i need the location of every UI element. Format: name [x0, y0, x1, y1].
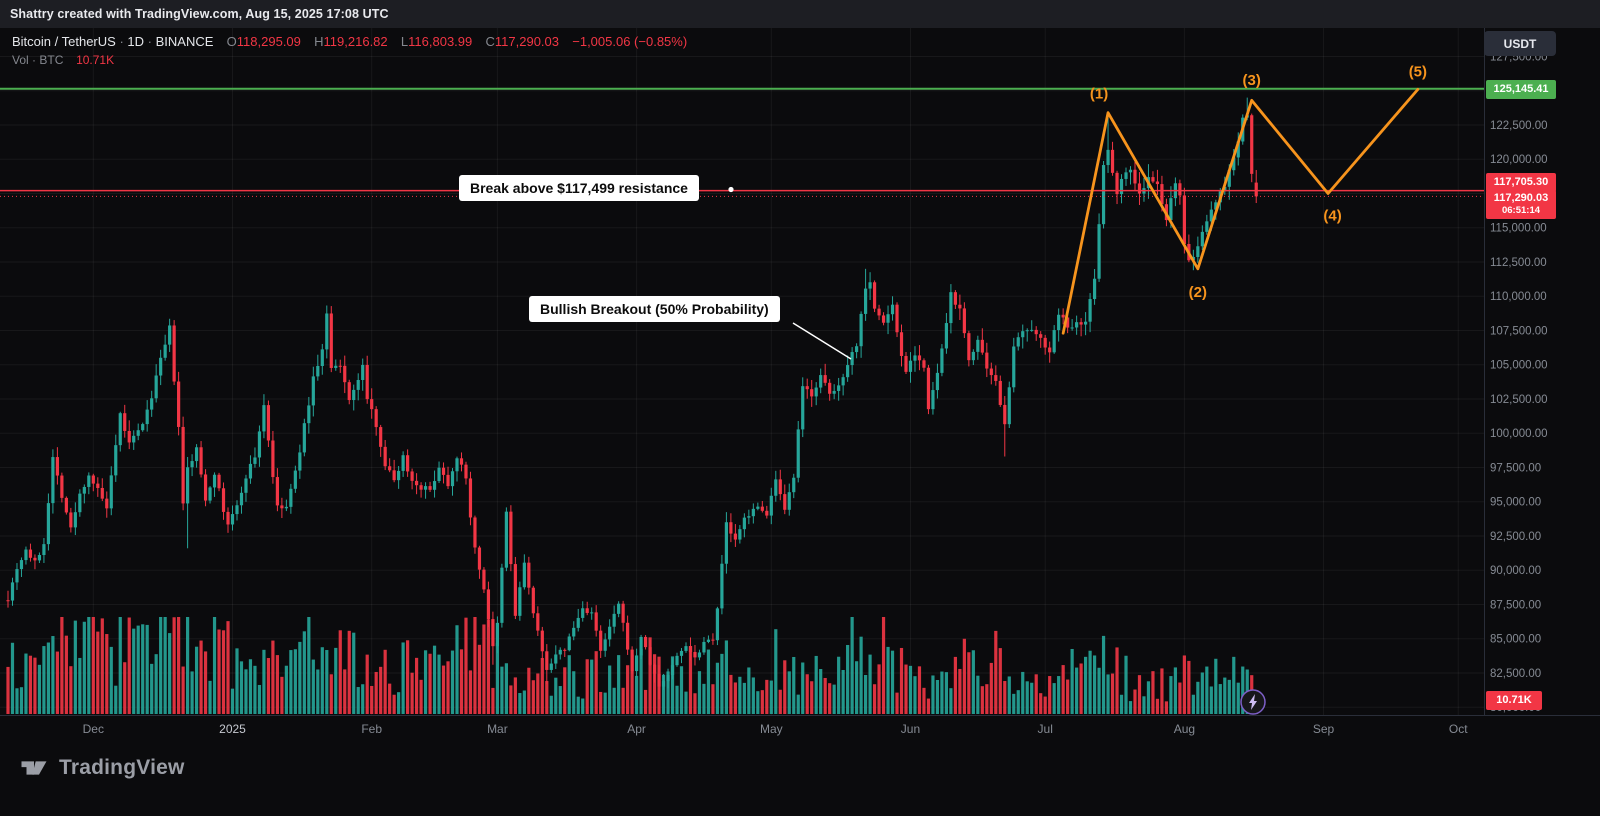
- level-lines-layer: [0, 87, 1484, 197]
- wave-label: (4): [1323, 207, 1341, 224]
- price-tick-label: 112,500.00: [1490, 257, 1547, 269]
- time-tick-label: May: [760, 722, 783, 736]
- wave-label: (1): [1090, 85, 1108, 102]
- wave-drawing-layer: (1) (2) (3) (4) (5): [1061, 64, 1427, 335]
- open-label: O: [226, 34, 237, 49]
- tradingview-logo-icon: [21, 761, 47, 775]
- time-axis[interactable]: Dec 2025 Feb Mar Apr May Jun Jul Aug Sep Oct: [0, 715, 1600, 737]
- time-tick-label: Apr: [627, 722, 646, 736]
- credit-bar: Shattry created with TradingView.com, Au…: [0, 0, 1600, 28]
- candles-layer: [6, 97, 1258, 699]
- price-tick-label: 115,000.00: [1490, 223, 1547, 235]
- wave-label: (3): [1243, 72, 1261, 89]
- tradingview-wordmark: TradingView: [59, 756, 185, 779]
- time-tick-label: Mar: [487, 722, 508, 736]
- price-axis[interactable]: 127,500.00125,000.00122,500.00120,000.00…: [1484, 28, 1548, 715]
- price-tick-label: 92,500.00: [1490, 531, 1541, 543]
- last-price-label: 117,290.03 06:51:14: [1486, 190, 1556, 219]
- wave-label: (2): [1189, 284, 1207, 301]
- close-label: C: [485, 34, 495, 49]
- price-tick-label: 85,000.00: [1490, 634, 1541, 646]
- volume-value-label: 10.71K: [1486, 691, 1542, 710]
- last-price-value: 117,290.03: [1493, 192, 1549, 204]
- price-tick-label: 120,000.00: [1490, 154, 1548, 166]
- grid-layer: [0, 28, 1484, 715]
- time-tick-label: Dec: [83, 722, 104, 736]
- red-level-price-label: 117,705.30: [1486, 173, 1556, 192]
- separator: ·: [119, 34, 124, 49]
- symbol-legend: Bitcoin / TetherUS · 1D · BINANCE O118,2…: [12, 34, 687, 67]
- volume-unit: BTC: [39, 53, 64, 67]
- green-price-label: 125,145.41: [1486, 80, 1556, 99]
- price-tick-label: 110,000.00: [1490, 291, 1547, 303]
- price-tick-label: 107,500.00: [1490, 325, 1548, 337]
- legend-row-volume: Vol · BTC 10.71K: [12, 53, 687, 67]
- low-value: 116,803.99: [408, 34, 473, 49]
- low-label: L: [400, 34, 409, 49]
- exchange-name: BINANCE: [155, 34, 214, 49]
- time-tick-label: 2025: [219, 722, 246, 736]
- wave-label: (5): [1409, 64, 1427, 81]
- time-tick-label: Jun: [901, 722, 920, 736]
- annotation-connectors-layer: [728, 186, 852, 360]
- breakout-callout[interactable]: Bullish Breakout (50% Probability): [529, 296, 780, 322]
- bar-countdown: 06:51:14: [1501, 204, 1541, 216]
- currency-toggle-button[interactable]: USDT: [1484, 31, 1556, 56]
- volume-value: 10.71K: [76, 53, 115, 67]
- price-tick-label: 105,000.00: [1490, 360, 1548, 372]
- close-value: 117,290.03: [494, 34, 559, 49]
- price-tick-label: 100,000.00: [1490, 428, 1548, 440]
- open-value: 118,295.09: [236, 34, 301, 49]
- price-tick-label: 95,000.00: [1490, 497, 1541, 509]
- price-tick-label: 97,500.00: [1490, 462, 1541, 474]
- price-tick-label: 122,500.00: [1490, 120, 1548, 132]
- tradingview-logo[interactable]: TradingView: [18, 753, 185, 783]
- time-tick-label: Aug: [1174, 722, 1195, 736]
- time-tick-label: Feb: [361, 722, 382, 736]
- credit-text: Shattry created with TradingView.com, Au…: [10, 7, 389, 21]
- time-tick-label: Sep: [1313, 722, 1335, 736]
- volume-label: Vol: [12, 53, 29, 67]
- resistance-callout[interactable]: Break above $117,499 resistance: [459, 175, 699, 201]
- legend-row-main: Bitcoin / TetherUS · 1D · BINANCE O118,2…: [12, 34, 687, 49]
- flash-icon[interactable]: [1240, 689, 1266, 715]
- symbol-name: Bitcoin / TetherUS: [12, 34, 116, 49]
- separator: ·: [147, 34, 152, 49]
- time-tick-label: Oct: [1449, 722, 1468, 736]
- high-label: H: [314, 34, 324, 49]
- separator: ·: [32, 53, 37, 67]
- price-tick-label: 82,500.00: [1490, 668, 1541, 680]
- price-tick-label: 87,500.00: [1490, 599, 1541, 611]
- price-tick-label: 90,000.00: [1490, 565, 1541, 577]
- time-tick-label: Jul: [1038, 722, 1053, 736]
- high-value: 119,216.82: [323, 34, 388, 49]
- change-value: −1,005.06 (−0.85%): [572, 34, 688, 49]
- price-tick-label: 102,500.00: [1490, 394, 1548, 406]
- interval-value: 1D: [127, 34, 145, 49]
